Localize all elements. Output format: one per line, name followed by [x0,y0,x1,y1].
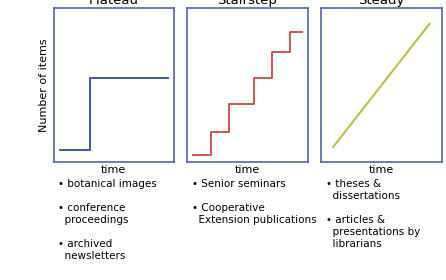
Text: • botanical images

• conference
  proceedings

• archived
  newsletters: • botanical images • conference proceedi… [58,179,157,261]
Title: Stairstep: Stairstep [218,0,277,7]
Text: • Senior seminars

• Cooperative
  Extension publications: • Senior seminars • Cooperative Extensio… [192,179,316,225]
X-axis label: time: time [101,165,126,175]
Title: Plateau: Plateau [89,0,139,7]
Y-axis label: Number of items: Number of items [39,39,50,132]
Text: • theses &
  dissertations

• articles &
  presentations by
  librarians: • theses & dissertations • articles & pr… [326,179,420,249]
X-axis label: time: time [369,165,394,175]
X-axis label: time: time [235,165,260,175]
Title: Steady: Steady [358,0,405,7]
